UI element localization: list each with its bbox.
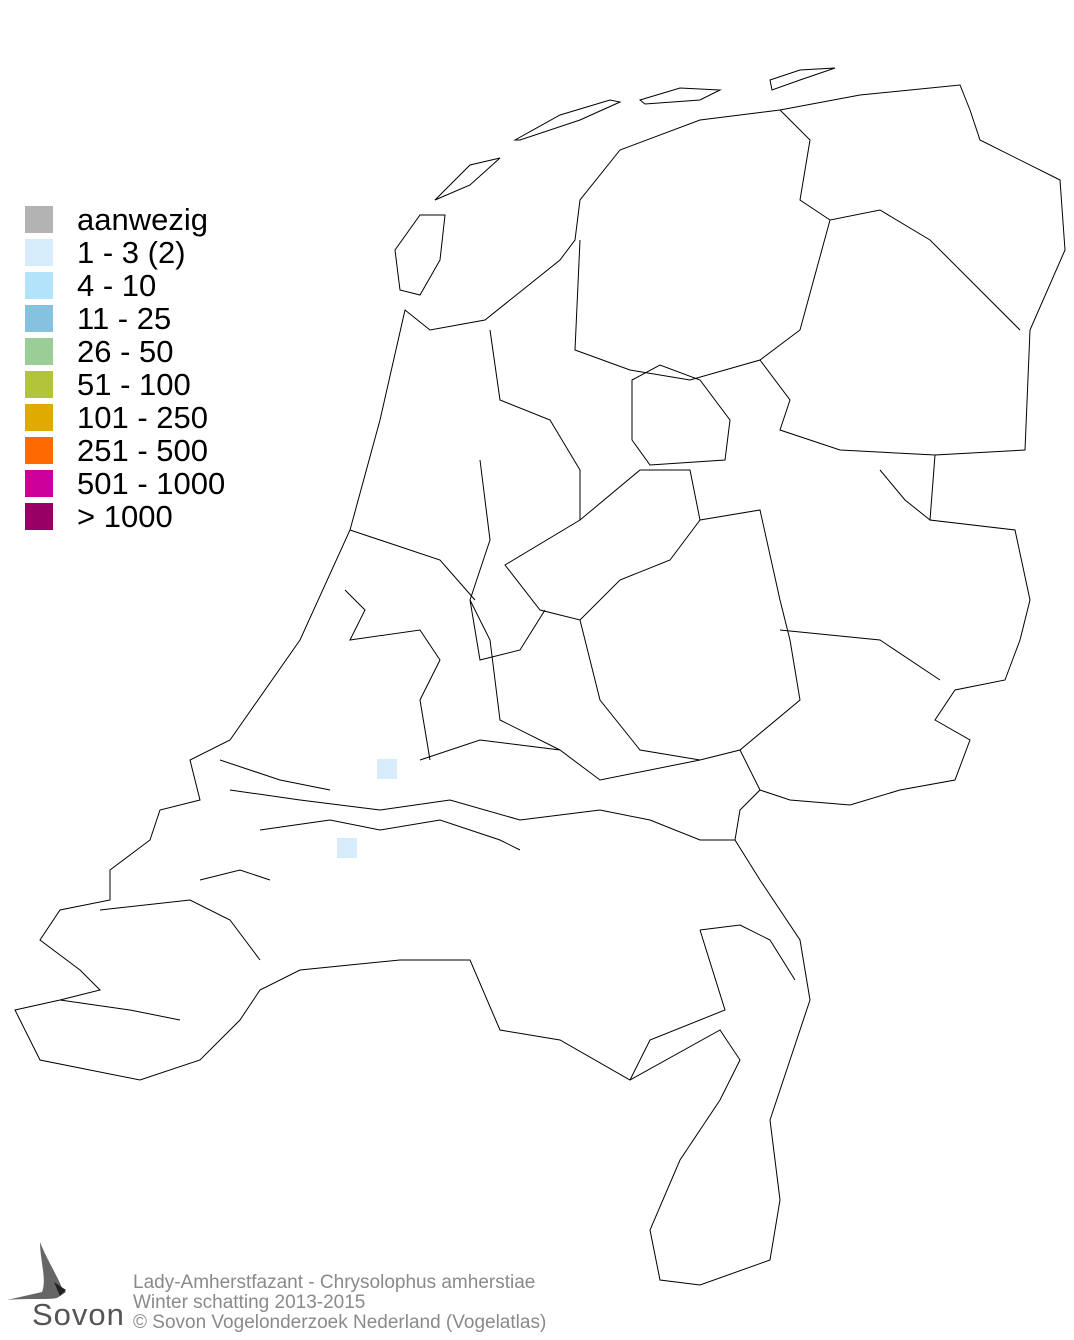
season-period: Winter schatting 2013-2015 bbox=[133, 1292, 366, 1313]
legend-swatch bbox=[25, 338, 53, 365]
noordoostpolder bbox=[631, 364, 731, 466]
legend-label: 51 - 100 bbox=[77, 367, 191, 402]
legend-label: 1 - 3 (2) bbox=[77, 235, 186, 270]
legend-label: 501 - 1000 bbox=[77, 466, 226, 501]
island-vlieland bbox=[434, 157, 501, 201]
legend-label: > 1000 bbox=[77, 499, 173, 534]
island-ameland bbox=[638, 87, 722, 105]
country-outline bbox=[14, 84, 1066, 1286]
legend-label: 251 - 500 bbox=[77, 433, 208, 468]
legend-swatch bbox=[25, 239, 53, 266]
legend-item: 251 - 500 bbox=[25, 434, 225, 467]
legend-swatch bbox=[25, 470, 53, 497]
legend-item: 4 - 10 bbox=[25, 269, 225, 302]
observation-cells bbox=[337, 759, 397, 858]
map-caption: Lady-Amherstfazant - Chrysolophus amhers… bbox=[133, 1273, 546, 1333]
legend-swatch bbox=[25, 305, 53, 332]
sovon-swallow-logo-icon bbox=[7, 1242, 66, 1300]
species-name: Lady-Amherstfazant - Chrysolophus amhers… bbox=[133, 1272, 536, 1293]
island-schiermonnikoog bbox=[769, 67, 836, 91]
legend-swatch bbox=[25, 503, 53, 530]
copyright: © Sovon Vogelonderzoek Nederland (Vogela… bbox=[133, 1312, 547, 1333]
legend-item: 51 - 100 bbox=[25, 368, 225, 401]
legend-swatch bbox=[25, 437, 53, 464]
legend-item: > 1000 bbox=[25, 500, 225, 533]
legend-item: 26 - 50 bbox=[25, 335, 225, 368]
legend-item: 101 - 250 bbox=[25, 401, 225, 434]
legend-swatch bbox=[25, 206, 53, 233]
observation-cell bbox=[337, 838, 357, 858]
map-legend: aanwezig 1 - 3 (2) 4 - 10 11 - 25 26 - 50 51 … bbox=[25, 203, 225, 533]
legend-item: aanwezig bbox=[25, 203, 225, 236]
legend-item: 501 - 1000 bbox=[25, 467, 225, 500]
flevoland bbox=[504, 469, 701, 621]
legend-swatch bbox=[25, 371, 53, 398]
legend-label: 101 - 250 bbox=[77, 400, 208, 435]
island-terschelling bbox=[513, 99, 622, 141]
legend-swatch bbox=[25, 404, 53, 431]
observation-cell bbox=[377, 759, 397, 779]
sovon-logo-text: Sovon bbox=[32, 1297, 125, 1332]
legend-item: 1 - 3 (2) bbox=[25, 236, 225, 269]
province-borders bbox=[59, 109, 1021, 1081]
map-outlines bbox=[14, 67, 1066, 1286]
island-texel bbox=[394, 214, 446, 296]
legend-label: 11 - 25 bbox=[77, 301, 172, 336]
legend-label: 26 - 50 bbox=[77, 334, 174, 369]
legend-label: aanwezig bbox=[77, 202, 208, 237]
legend-item: 11 - 25 bbox=[25, 302, 225, 335]
legend-label: 4 - 10 bbox=[77, 268, 157, 303]
legend-swatch bbox=[25, 272, 53, 299]
